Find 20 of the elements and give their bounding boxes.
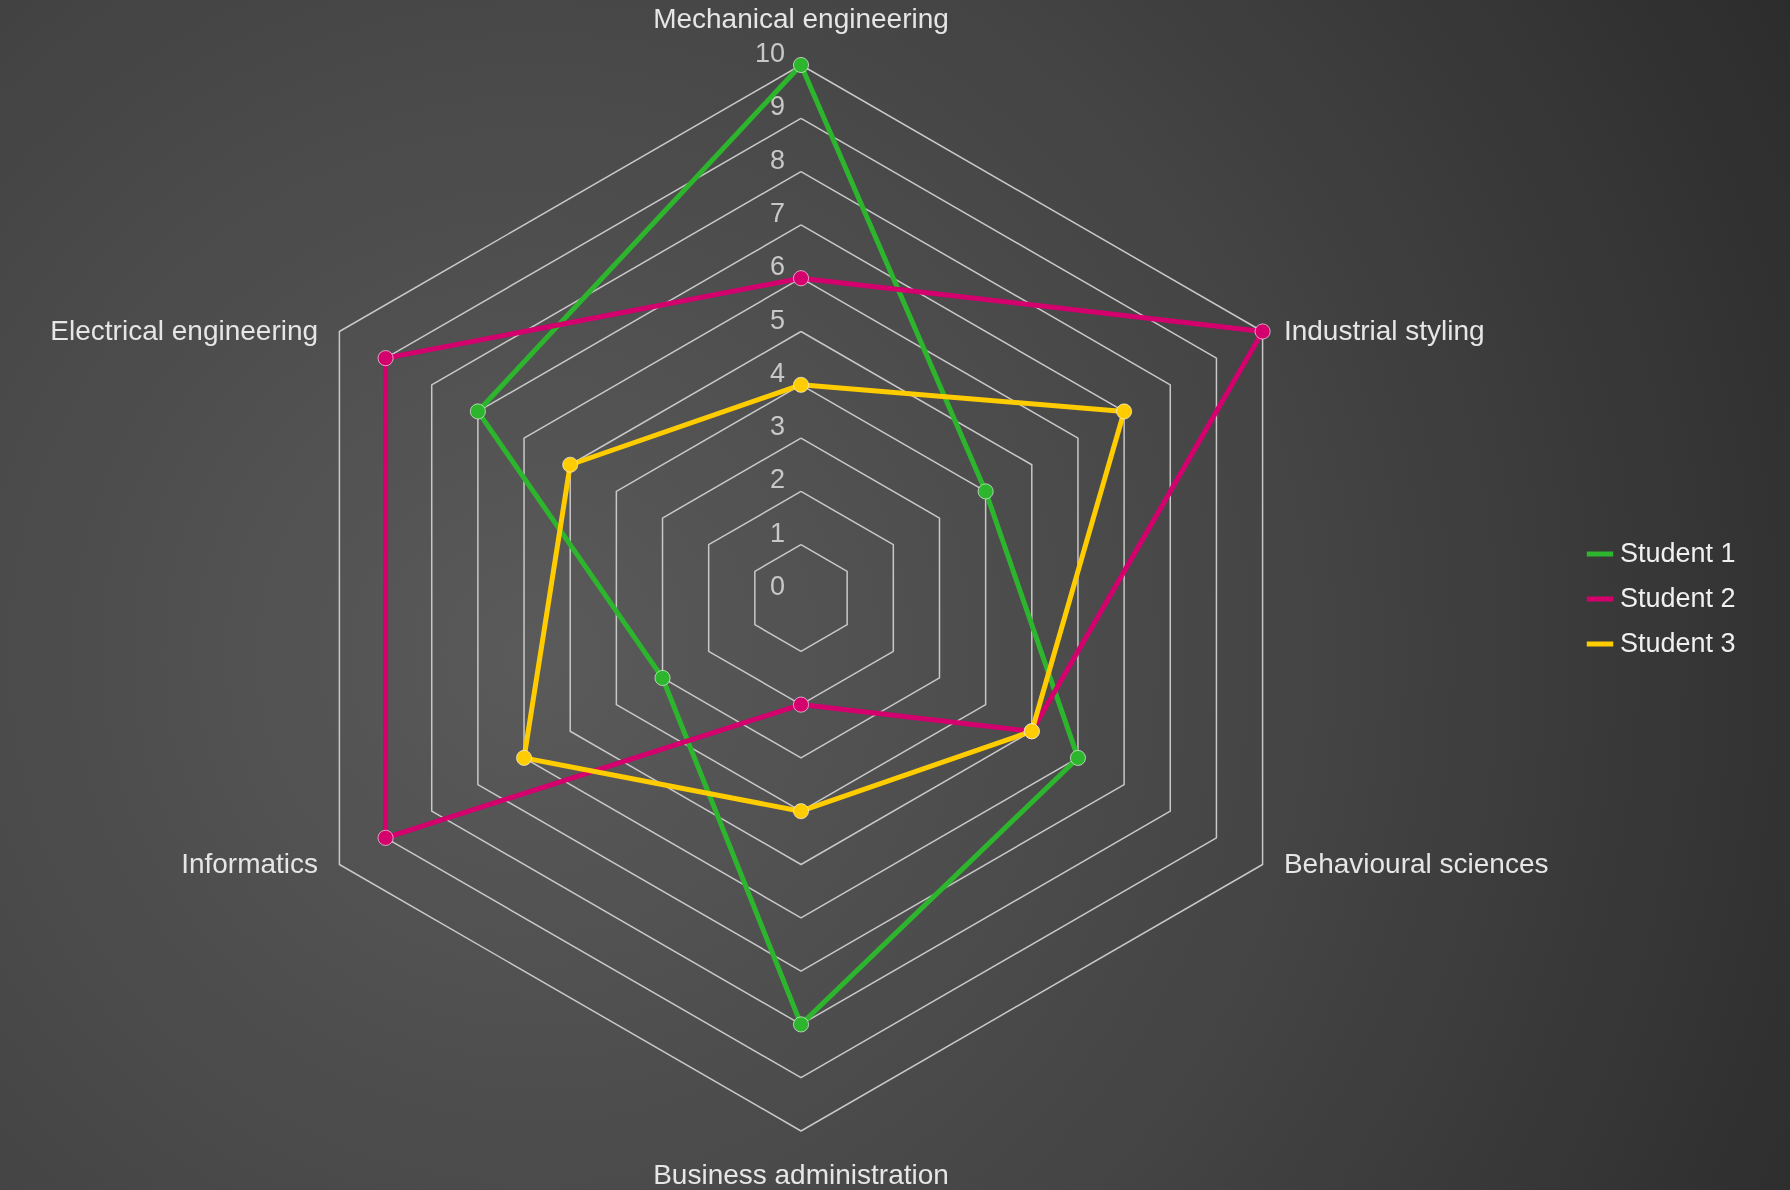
y-tick-label: 1 xyxy=(769,517,785,548)
y-tick-label: 4 xyxy=(769,357,785,388)
legend-label: Student 3 xyxy=(1620,628,1736,658)
legend-label: Student 1 xyxy=(1620,538,1736,568)
spoke-label: Behavioural sciences xyxy=(1283,847,1549,879)
y-tick-label: 2 xyxy=(769,464,785,495)
y-tick-label: 7 xyxy=(769,197,785,228)
spoke-label: Mechanical engineering xyxy=(653,2,949,34)
spoke-label: Electrical engineering xyxy=(50,314,319,346)
legend-label: Student 2 xyxy=(1620,583,1736,613)
spoke-label: Industrial styling xyxy=(1283,314,1485,346)
y-tick-label: 10 xyxy=(754,38,785,68)
y-tick-label: 9 xyxy=(769,91,785,122)
y-tick-label: 8 xyxy=(769,144,785,175)
spoke-label: Business administration xyxy=(653,1159,949,1190)
y-tick-label: 0 xyxy=(769,571,785,601)
y-tick-label: 6 xyxy=(769,251,785,282)
y-tick-label: 5 xyxy=(769,304,785,335)
y-tick-label: 3 xyxy=(769,411,785,442)
spoke-label: Informatics xyxy=(181,847,319,879)
